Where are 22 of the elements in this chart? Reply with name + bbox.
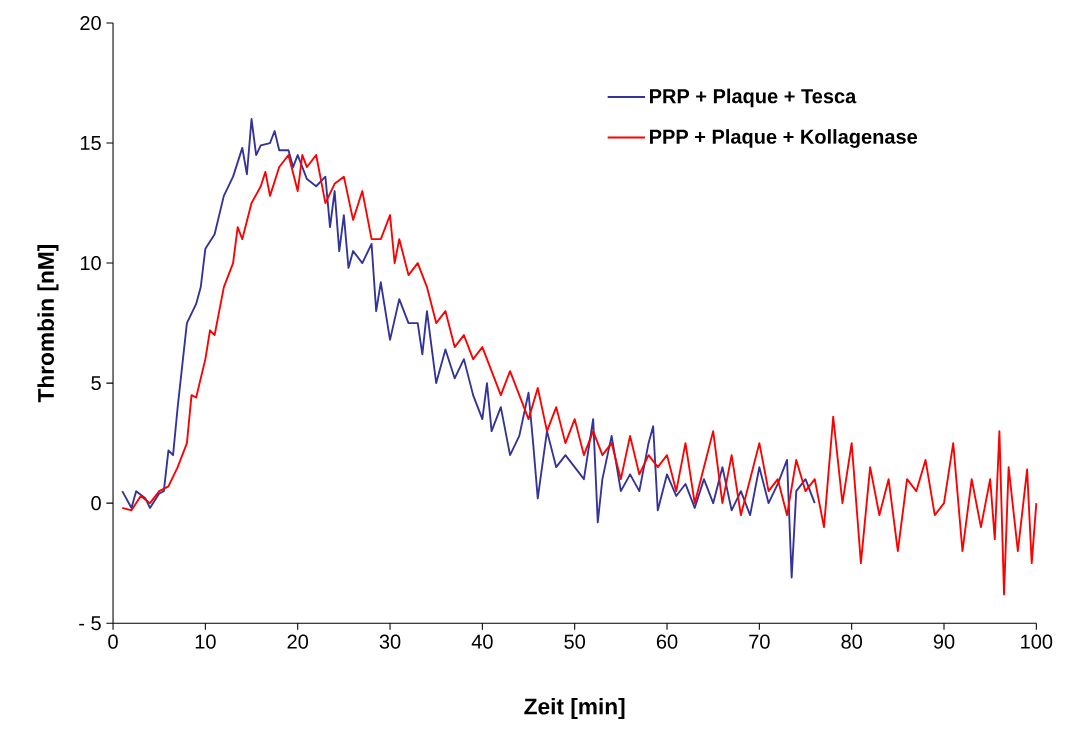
x-tick-label: 50 <box>564 634 586 649</box>
legend-label: PPP + Plaque + Kollagenase <box>650 129 918 148</box>
x-axis-title: Zeit [min] <box>524 697 625 720</box>
x-tick-label: 80 <box>841 634 862 649</box>
x-tick-label: 70 <box>749 634 770 649</box>
x-tick-label: 60 <box>656 634 678 649</box>
x-tick-label: 90 <box>933 634 955 649</box>
y-tick-label: 10 <box>80 256 101 271</box>
x-tick-label: 30 <box>379 634 401 649</box>
x-tick-label: 0 <box>108 634 118 649</box>
legend-label: PRP + Plaque + Tesca <box>650 88 857 108</box>
y-tick-label: 5 <box>91 376 101 391</box>
y-tick-label: 0 <box>91 496 101 511</box>
x-tick-label: 100 <box>1021 634 1053 649</box>
x-tick-label: 20 <box>287 634 309 649</box>
line-series <box>121 154 1038 596</box>
x-tick-label: 40 <box>471 634 493 649</box>
y-tick-label: 20 <box>80 15 101 31</box>
y-tick-label: 15 <box>80 136 101 151</box>
x-tick-label: 10 <box>195 634 216 649</box>
y-tick-label: - 5 <box>79 616 101 631</box>
y-axis-title: Thrombin [nM] <box>37 245 59 403</box>
